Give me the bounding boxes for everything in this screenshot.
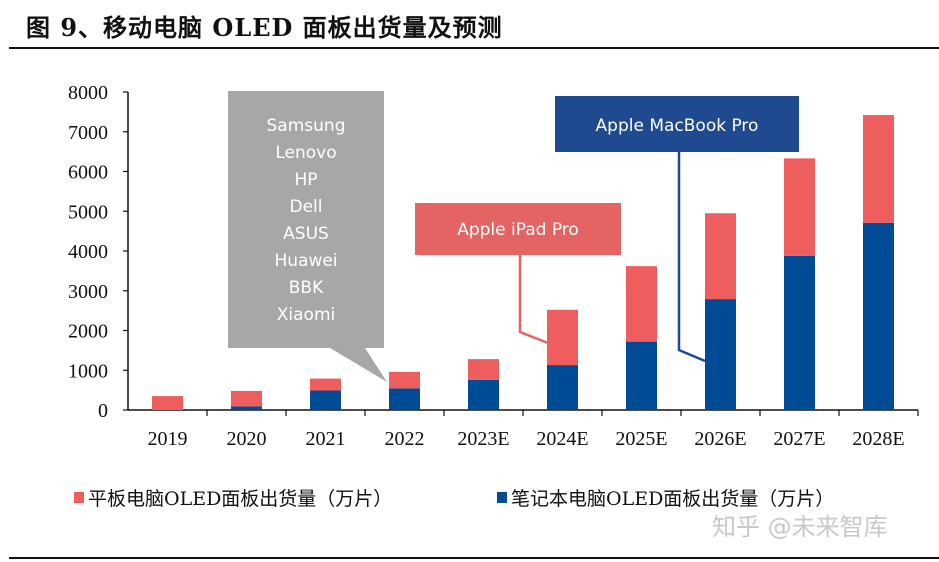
bar-notebook-2021 bbox=[310, 390, 341, 410]
callout-pink: Apple iPad Pro bbox=[415, 203, 621, 345]
bar-notebook-2024E bbox=[547, 365, 578, 410]
callout-gray-brand: Dell bbox=[290, 197, 323, 217]
legend-label-tablet: 平板电脑OLED面板出货量（万片） bbox=[88, 488, 393, 510]
x-tick-label: 2022 bbox=[385, 428, 425, 450]
x-tick-label: 2019 bbox=[148, 428, 188, 450]
chart: 2019 2020 2021 2022 2023E 2024E 2025E 2026E 2027… bbox=[68, 82, 919, 450]
bar-tablet-2019 bbox=[152, 396, 183, 410]
x-tick-label: 2023E bbox=[457, 428, 509, 450]
bar-tablet-2028E bbox=[863, 115, 894, 223]
bar-tablet-2023E bbox=[468, 359, 499, 380]
legend-label-notebook: 笔记本电脑OLED面板出货量（万片） bbox=[511, 488, 835, 510]
y-tick-label: 2000 bbox=[68, 321, 108, 343]
y-tick-label: 3000 bbox=[68, 281, 108, 303]
x-tick-label: 2025E bbox=[615, 428, 667, 450]
callout-blue: Apple MacBook Pro bbox=[555, 96, 799, 363]
bar-tablet-2020 bbox=[231, 390, 262, 407]
callout-gray-brand: Samsung bbox=[267, 116, 346, 136]
bar-tablet-2027E bbox=[784, 158, 815, 256]
y-tick-label: 6000 bbox=[68, 162, 108, 184]
x-tick-label: 2026E bbox=[694, 428, 746, 450]
callout-pink-text: Apple iPad Pro bbox=[457, 220, 579, 240]
title-rule bbox=[9, 47, 939, 49]
bar-tablet-2025E bbox=[626, 266, 657, 342]
bottom-rule bbox=[9, 557, 939, 559]
bars bbox=[152, 115, 894, 410]
bar-notebook-2023E bbox=[468, 379, 499, 410]
callout-gray-brand: Xiaomi bbox=[277, 305, 335, 325]
y-tick-label: 7000 bbox=[68, 122, 108, 144]
bar-notebook-2026E bbox=[705, 299, 736, 410]
bar-tablet-2022 bbox=[389, 371, 420, 389]
legend-swatch-notebook bbox=[497, 492, 507, 503]
y-tick-label: 8000 bbox=[68, 82, 108, 104]
x-tick-label: 2024E bbox=[536, 428, 588, 450]
bar-notebook-2027E bbox=[784, 255, 815, 410]
callout-blue-text: Apple MacBook Pro bbox=[596, 116, 759, 136]
bar-notebook-2025E bbox=[626, 341, 657, 410]
x-tick-label: 2027E bbox=[773, 428, 825, 450]
bar-tablet-2026E bbox=[705, 213, 736, 300]
bar-notebook-2028E bbox=[863, 222, 894, 410]
y-tick-labels: 0 1000 2000 3000 4000 5000 6000 7000 8000 bbox=[68, 82, 108, 422]
x-tick-labels: 2019 2020 2021 2022 2023E 2024E 2025E 2026E 2027… bbox=[148, 428, 905, 450]
callout-gray-brand: ASUS bbox=[283, 224, 329, 244]
bar-tablet-2021 bbox=[310, 378, 341, 391]
watermark: 知乎 @未来智库 bbox=[712, 513, 888, 541]
callout-gray-brand: Huawei bbox=[274, 251, 337, 271]
bar-notebook-2020 bbox=[231, 406, 262, 410]
callout-gray: Samsung Lenovo HP Dell ASUS Huawei BBK Xiaomi bbox=[228, 91, 387, 382]
bar-notebook-2022 bbox=[389, 388, 420, 410]
bar-tablet-2024E bbox=[547, 309, 578, 366]
callout-gray-brand: BBK bbox=[289, 278, 324, 298]
legend-item-tablet: 平板电脑OLED面板出货量（万片） bbox=[74, 484, 392, 511]
legend-item-notebook: 笔记本电脑OLED面板出货量（万片） bbox=[497, 484, 834, 511]
callout-gray-brand: HP bbox=[294, 170, 317, 190]
y-tick-label: 1000 bbox=[68, 360, 108, 382]
x-tick-label: 2021 bbox=[306, 428, 346, 450]
y-tick-label: 4000 bbox=[68, 241, 108, 263]
x-tick-label: 2020 bbox=[227, 428, 267, 450]
x-tick-label: 2028E bbox=[852, 428, 904, 450]
legend-swatch-tablet bbox=[74, 492, 84, 503]
figure-title: 图 9、移动电脑 OLED 面板出货量及预测 bbox=[26, 13, 503, 42]
y-tick-label: 0 bbox=[98, 400, 108, 422]
y-tick-label: 5000 bbox=[68, 201, 108, 223]
callout-gray-brand: Lenovo bbox=[275, 143, 336, 163]
